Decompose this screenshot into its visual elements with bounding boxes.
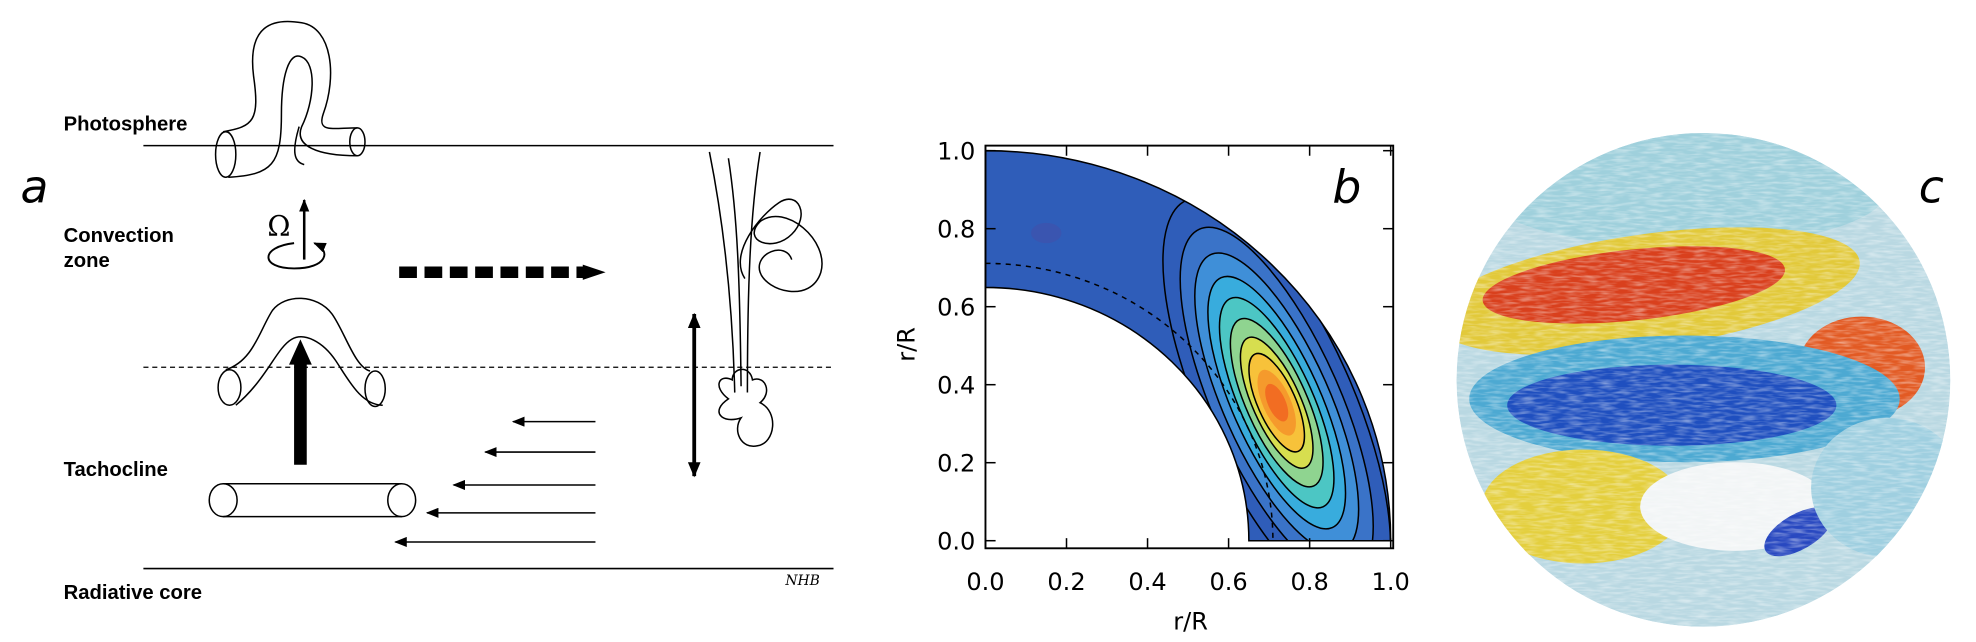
panel-label: b bbox=[1332, 161, 1361, 214]
tachocline-arc bbox=[985, 262, 1274, 541]
y-tick-label: 1.0 bbox=[937, 138, 975, 166]
arrow-head bbox=[289, 339, 312, 365]
layer-label: Tachocline bbox=[64, 459, 168, 481]
simulation-sphere bbox=[1456, 132, 1951, 627]
y-axis-label: r/R bbox=[893, 327, 921, 362]
panel-b: b r/R r/R 0.0 0.2 0.4 0.6 0.8 1.0 0.0 0.2 0.4 0.6… bbox=[893, 138, 1410, 636]
panel-label: a bbox=[21, 161, 49, 214]
y-tick-label: 0.2 bbox=[937, 450, 975, 478]
plot-frame bbox=[984, 144, 1395, 550]
rotation-arrow bbox=[267, 242, 327, 270]
x-tick-label: 0.0 bbox=[966, 568, 1004, 596]
x-tick-label: 0.8 bbox=[1291, 568, 1329, 596]
signature: NHB bbox=[784, 573, 820, 589]
flux-tube bbox=[214, 20, 366, 179]
x-tick-label: 0.4 bbox=[1128, 568, 1166, 596]
x-axis-label: r/R bbox=[1173, 607, 1208, 635]
x-tick-label: 0.6 bbox=[1209, 568, 1247, 596]
shear-arrows bbox=[394, 416, 596, 548]
flux-tube bbox=[208, 482, 417, 518]
y-tick-label: 0.6 bbox=[937, 294, 975, 322]
panel-label: c bbox=[1919, 161, 1944, 214]
panel-c: c bbox=[1456, 132, 1951, 627]
layer-label: zone bbox=[64, 250, 110, 272]
flux-tube bbox=[217, 297, 387, 408]
layer-label: Radiative core bbox=[64, 582, 202, 604]
y-tick-label: 0.4 bbox=[937, 372, 975, 400]
panel-a: a Photosphere Convection zone Tachocline… bbox=[21, 20, 834, 604]
contours bbox=[1031, 197, 1391, 541]
layer-label: Convection bbox=[64, 225, 174, 247]
y-tick-label: 0.8 bbox=[937, 216, 975, 244]
layer-label: Photosphere bbox=[64, 113, 188, 135]
y-tick-label: 0.0 bbox=[937, 528, 975, 556]
omega-label: Ω bbox=[267, 210, 290, 243]
x-tick-label: 1.0 bbox=[1372, 568, 1410, 596]
plume bbox=[708, 151, 823, 447]
arrow-head bbox=[582, 264, 606, 280]
x-tick-label: 0.2 bbox=[1047, 568, 1085, 596]
